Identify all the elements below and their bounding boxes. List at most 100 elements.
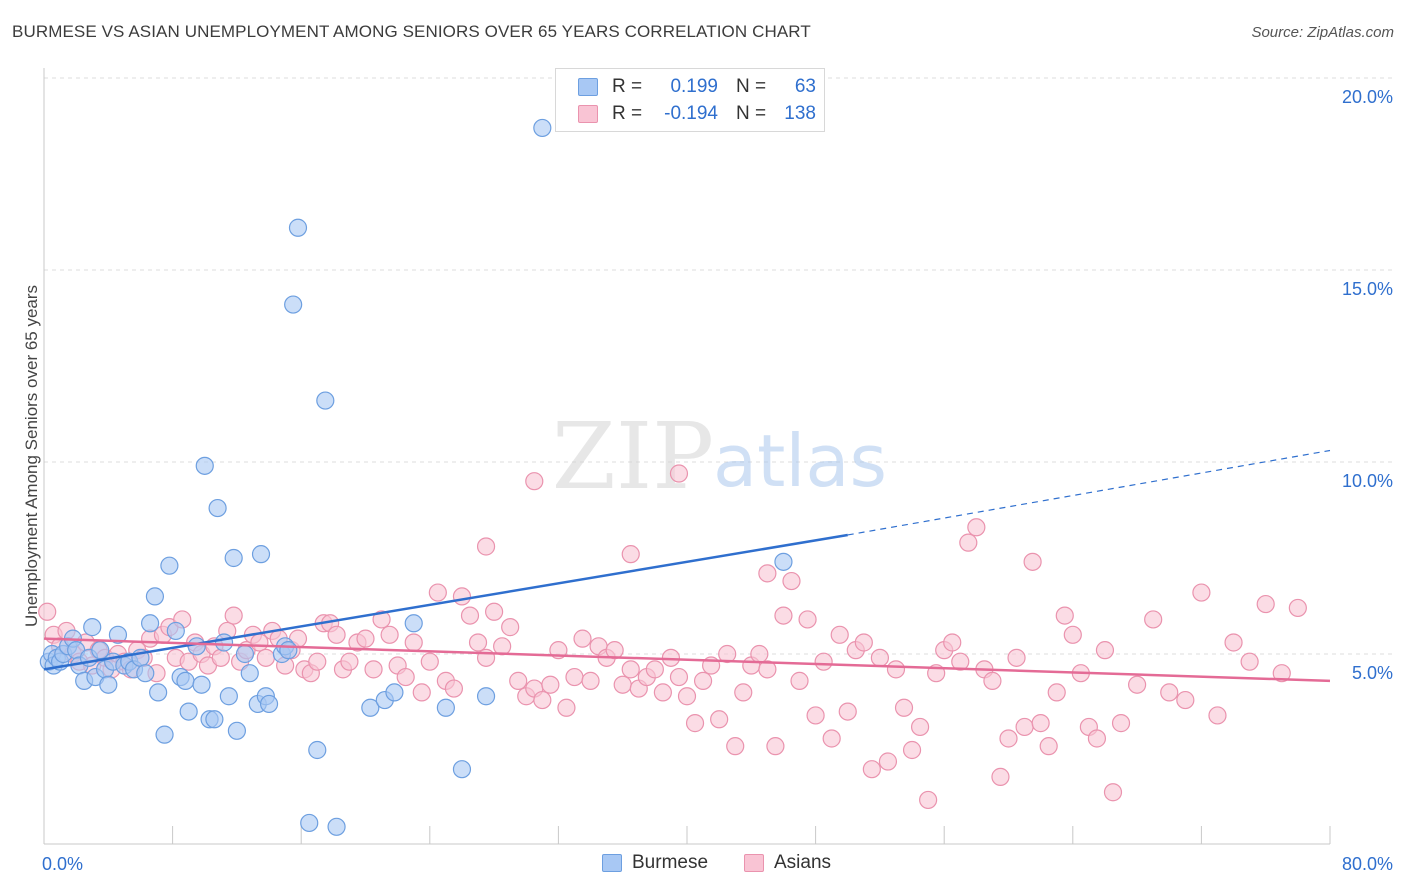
burmese-point (288, 218, 308, 237)
burmese-point (284, 295, 303, 314)
asians-point (951, 652, 970, 671)
asians-point (693, 671, 713, 690)
asians-point (224, 606, 243, 625)
burmese-point (149, 683, 168, 702)
r-value: 0.199 (670, 76, 718, 97)
asians-point (710, 710, 729, 729)
asians-point (356, 629, 375, 648)
asians-point (1272, 664, 1291, 683)
asians-point (1176, 690, 1195, 710)
series-burmese (39, 118, 793, 836)
asians-point (565, 667, 584, 687)
r-label: R = (612, 76, 643, 97)
burmese-point (208, 498, 227, 518)
burmese-point (436, 698, 455, 717)
burmese-swatch (578, 78, 598, 96)
x-tick-label: 80.0% (1342, 854, 1393, 874)
asians-point (372, 610, 391, 629)
asians-point (782, 571, 801, 591)
asians-point (718, 644, 737, 664)
burmese-point (160, 556, 179, 575)
burmese-trend-extension (847, 449, 1331, 536)
gridlines (44, 77, 1392, 655)
watermark-atlas: atlas (713, 419, 887, 503)
asians-point (533, 690, 552, 710)
asians-point (452, 587, 472, 606)
asians-point (967, 518, 986, 537)
burmese-point (533, 118, 552, 138)
asians-point (501, 618, 520, 637)
asians-point (870, 648, 890, 667)
asians-point (798, 610, 817, 629)
n-value: 63 (794, 76, 816, 97)
burmese-point (214, 633, 234, 652)
asians-point (669, 667, 689, 687)
asians-point (468, 633, 488, 652)
asians-point (774, 606, 793, 625)
asians-point (340, 652, 359, 671)
burmese-point (316, 391, 335, 410)
burmese-point (385, 683, 404, 702)
series-asians (38, 464, 1307, 810)
burmese-point (136, 664, 155, 683)
asians-point (613, 675, 632, 694)
y-tick-label: 20.0% (1342, 87, 1393, 107)
asians-point (959, 533, 978, 552)
watermark-zip: ZIP (552, 403, 714, 510)
y-axis-title: Unemployment Among Seniors over 65 years (22, 285, 41, 627)
chart-title: BURMESE VS ASIAN UNEMPLOYMENT AMONG SENI… (12, 22, 811, 41)
asians-point (605, 641, 624, 660)
asians-point (38, 602, 57, 621)
burmese-point (108, 625, 128, 644)
burmese-point (452, 760, 472, 779)
asians-point (1192, 583, 1211, 602)
asians-point (327, 625, 346, 644)
burmese-point (774, 552, 793, 571)
burmese-point (219, 687, 238, 706)
asians-point (557, 698, 576, 717)
asians-point (806, 706, 825, 725)
asians-point (685, 714, 705, 733)
burmese-point (176, 671, 195, 690)
asians-point (910, 717, 930, 737)
burmese-point (155, 725, 174, 744)
asians-point (364, 660, 383, 679)
asians-point (726, 737, 745, 756)
burmese-point (308, 740, 327, 760)
asians-point (1127, 675, 1147, 694)
asians-point (525, 472, 544, 491)
burmese-point (300, 813, 319, 833)
asians-point (1039, 737, 1058, 756)
y-tick-label: 5.0% (1352, 663, 1393, 683)
asians-point (1055, 606, 1074, 625)
asians-point (750, 644, 769, 664)
asians-point (428, 583, 447, 602)
asians-point (1144, 610, 1163, 629)
asians-point (653, 683, 672, 702)
burmese-point (279, 641, 298, 660)
asians-point (669, 464, 689, 483)
burmese-point (224, 548, 243, 568)
n-label: N = (736, 103, 767, 124)
asians-point (485, 602, 504, 621)
burmese-point (235, 644, 255, 664)
burmese-point (327, 817, 346, 836)
asians-point (830, 625, 849, 644)
asians-point (412, 683, 431, 702)
burmese-point (145, 587, 165, 606)
asians-point (581, 671, 600, 690)
asians-swatch (578, 105, 598, 123)
asians-point (790, 671, 809, 690)
trend-lines (43, 449, 1331, 683)
asians-point (1087, 729, 1107, 748)
axis-ticks (43, 826, 1331, 844)
burmese-point (240, 664, 259, 683)
asians-point (677, 687, 697, 706)
asians-point (1160, 683, 1179, 702)
asians-point (734, 683, 753, 702)
burmese-point (404, 614, 423, 633)
burmese-point (166, 621, 185, 641)
burmese-point (259, 694, 279, 714)
asians-point (943, 633, 962, 652)
